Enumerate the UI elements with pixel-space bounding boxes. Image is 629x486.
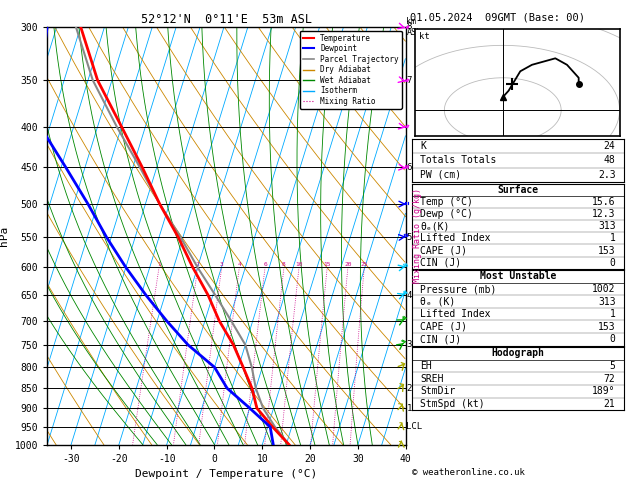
Text: CAPE (J): CAPE (J) <box>420 245 467 256</box>
Text: EH: EH <box>420 361 432 371</box>
Text: 7: 7 <box>406 76 412 85</box>
Text: 2: 2 <box>196 262 199 267</box>
Text: StmDir: StmDir <box>420 386 456 396</box>
Text: Surface: Surface <box>498 185 538 195</box>
Text: 1002: 1002 <box>592 284 616 294</box>
Text: Hodograph: Hodograph <box>491 348 545 358</box>
Text: K: K <box>420 141 426 151</box>
Text: 0: 0 <box>610 258 616 268</box>
Text: km: km <box>406 17 416 26</box>
Y-axis label: hPa: hPa <box>0 226 9 246</box>
Text: 20: 20 <box>344 262 352 267</box>
Text: 6: 6 <box>406 163 412 172</box>
Text: Lifted Index: Lifted Index <box>420 309 491 319</box>
Text: 1: 1 <box>157 262 161 267</box>
Text: 4: 4 <box>406 291 412 300</box>
Text: 15.6: 15.6 <box>592 197 616 207</box>
Text: 21: 21 <box>604 399 616 409</box>
Text: 313: 313 <box>598 221 616 231</box>
Text: Dewp (°C): Dewp (°C) <box>420 209 474 219</box>
Text: 189°: 189° <box>592 386 616 396</box>
Text: Mixing Ratio (g/kg): Mixing Ratio (g/kg) <box>413 188 421 283</box>
Text: Most Unstable: Most Unstable <box>480 272 556 281</box>
Title: 52°12'N  0°11'E  53m ASL: 52°12'N 0°11'E 53m ASL <box>141 13 312 26</box>
Text: 1: 1 <box>610 233 616 243</box>
Text: 15: 15 <box>323 262 331 267</box>
Text: CAPE (J): CAPE (J) <box>420 322 467 332</box>
Text: 48: 48 <box>604 156 616 165</box>
Text: Temp (°C): Temp (°C) <box>420 197 474 207</box>
Text: © weatheronline.co.uk: © weatheronline.co.uk <box>412 468 525 477</box>
Legend: Temperature, Dewpoint, Parcel Trajectory, Dry Adiabat, Wet Adiabat, Isotherm, Mi: Temperature, Dewpoint, Parcel Trajectory… <box>299 31 402 109</box>
Text: 2.3: 2.3 <box>598 170 616 180</box>
Text: 12.3: 12.3 <box>592 209 616 219</box>
Text: 8: 8 <box>406 22 412 31</box>
Text: SREH: SREH <box>420 374 444 383</box>
Text: 313: 313 <box>598 296 616 307</box>
Text: 4: 4 <box>237 262 241 267</box>
Text: θₑ(K): θₑ(K) <box>420 221 450 231</box>
X-axis label: Dewpoint / Temperature (°C): Dewpoint / Temperature (°C) <box>135 469 318 479</box>
Text: 1: 1 <box>610 309 616 319</box>
Text: CIN (J): CIN (J) <box>420 258 462 268</box>
Text: 6: 6 <box>263 262 267 267</box>
Text: 3: 3 <box>220 262 223 267</box>
Text: 10: 10 <box>295 262 303 267</box>
Text: ASL: ASL <box>406 28 421 36</box>
Text: PW (cm): PW (cm) <box>420 170 462 180</box>
Text: 72: 72 <box>604 374 616 383</box>
Text: 01.05.2024  09GMT (Base: 00): 01.05.2024 09GMT (Base: 00) <box>410 12 585 22</box>
Text: 5: 5 <box>610 361 616 371</box>
Text: LCL: LCL <box>406 422 423 432</box>
Text: Lifted Index: Lifted Index <box>420 233 491 243</box>
Text: Totals Totals: Totals Totals <box>420 156 497 165</box>
Text: 5: 5 <box>406 233 412 242</box>
Text: 3: 3 <box>406 340 412 349</box>
Text: 8: 8 <box>282 262 286 267</box>
Text: kt: kt <box>420 33 430 41</box>
Text: 25: 25 <box>360 262 368 267</box>
Text: StmSpd (kt): StmSpd (kt) <box>420 399 485 409</box>
Text: 2: 2 <box>406 384 412 393</box>
Text: θₑ (K): θₑ (K) <box>420 296 456 307</box>
Text: CIN (J): CIN (J) <box>420 334 462 344</box>
Text: 24: 24 <box>604 141 616 151</box>
Text: Pressure (mb): Pressure (mb) <box>420 284 497 294</box>
Text: 0: 0 <box>610 334 616 344</box>
Text: 153: 153 <box>598 322 616 332</box>
Text: 1: 1 <box>406 403 412 413</box>
Text: 153: 153 <box>598 245 616 256</box>
